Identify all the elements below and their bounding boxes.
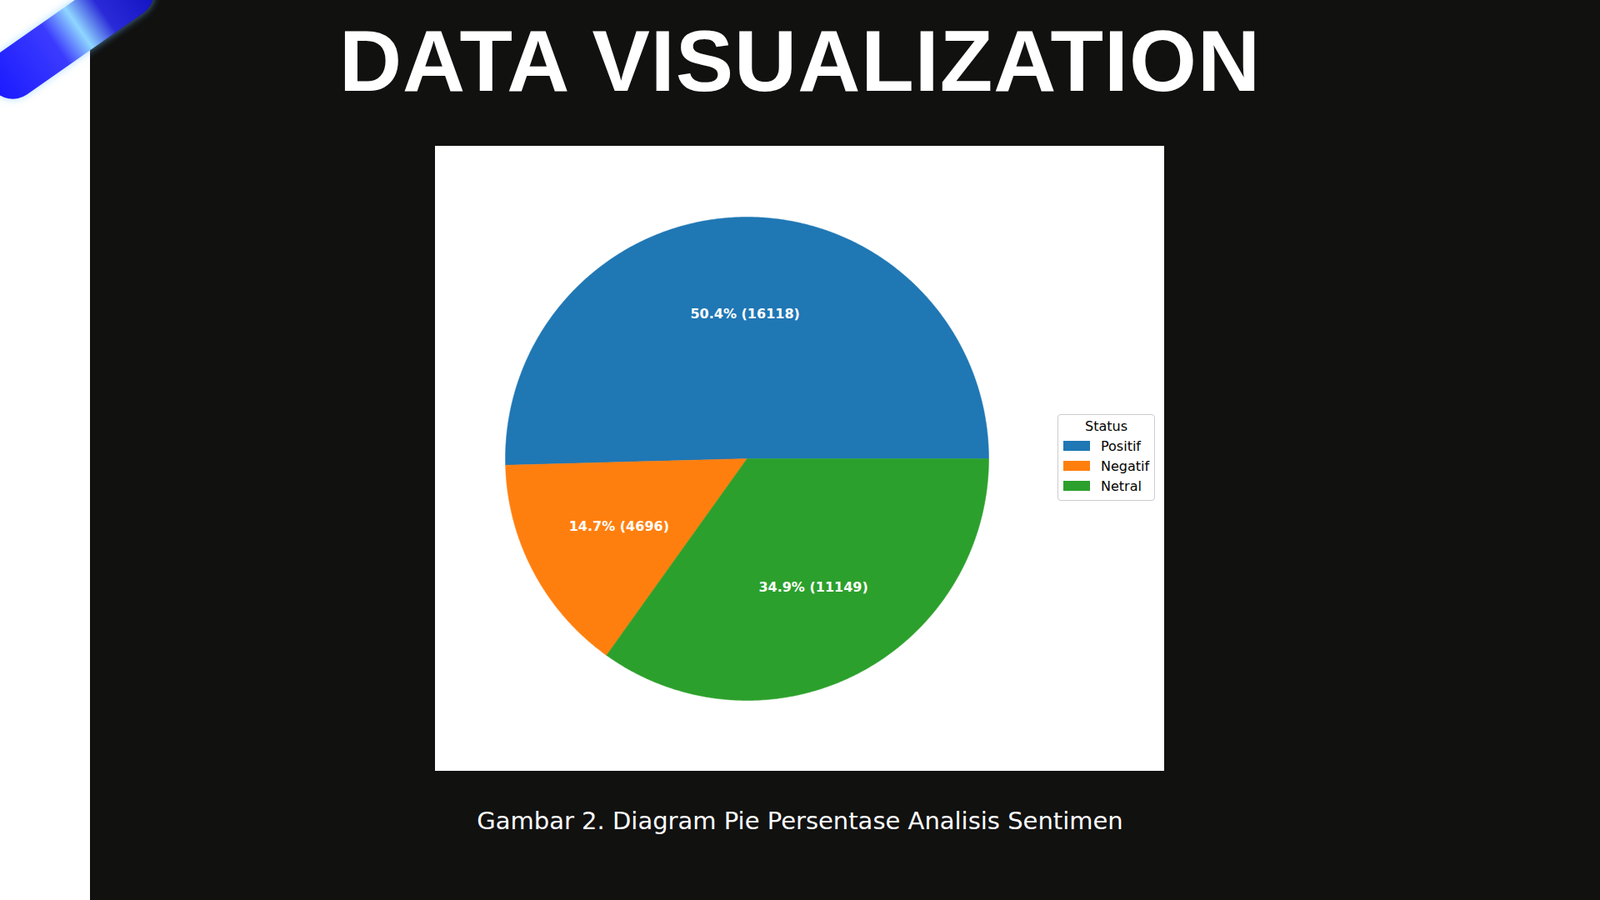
html-text:Status: Status [1085,418,1128,435]
html-text:Positif: Positif [1100,437,1141,454]
svg-text:50.4% (16118): 50.4% (16118) [690,305,800,322]
html-text:Negatif: Negatif [1100,457,1150,474]
svg-text:34.9% (11149): 34.9% (11149) [758,579,868,595]
svg-text:14.7% (4696): 14.7% (4696) [569,518,670,535]
html-text:DATA VISUALIZATION: DATA VISUALIZATION [339,12,1261,110]
html-text:Gambar 2. Diagram Pie Persenta: Gambar 2. Diagram Pie Persentase Analisi… [476,806,1124,835]
html-text:Netral: Netral [1100,477,1142,494]
